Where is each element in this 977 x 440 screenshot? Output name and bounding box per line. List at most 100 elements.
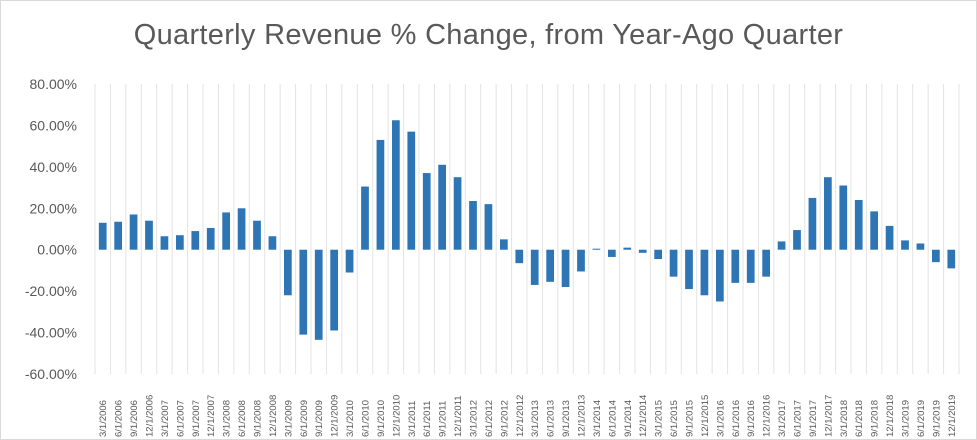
y-tick-label: -40.00% <box>25 325 77 341</box>
bar-9-1-2006 <box>129 214 138 250</box>
bar-3-1-2008 <box>222 212 230 250</box>
x-tick-label: 12/1/2012 <box>515 395 526 437</box>
x-tick-label: 3/1/2015 <box>654 400 665 437</box>
bar-9-1-2009 <box>314 249 323 340</box>
bar-3-1-2015 <box>654 249 662 260</box>
x-tick-label: 12/1/2014 <box>638 395 649 437</box>
x-tick-label: 6/1/2010 <box>361 400 372 437</box>
bar-3-1-2009 <box>284 249 292 296</box>
x-tick-label: 9/1/2012 <box>499 400 510 437</box>
x-tick-label: 6/1/2017 <box>793 400 804 437</box>
bar-12-1-2006 <box>145 220 153 250</box>
bar-12-1-2018 <box>885 225 894 250</box>
x-tick-label: 12/1/2015 <box>700 395 711 437</box>
bar-9-1-2018 <box>870 211 878 250</box>
x-tick-label: 9/1/2010 <box>376 400 387 437</box>
bar-6-1-2009 <box>299 249 308 335</box>
bar-9-1-2016 <box>746 249 755 283</box>
bar-12-1-2010 <box>392 120 400 250</box>
x-tick-label: 12/1/2010 <box>391 395 402 437</box>
bar-12-1-2008 <box>268 236 277 250</box>
x-tick-label: 9/1/2013 <box>561 400 572 437</box>
x-tick-label: 12/1/2017 <box>823 395 834 437</box>
x-tick-label: 9/1/2015 <box>685 400 696 437</box>
bar-6-1-2016 <box>731 249 740 283</box>
x-tick-label: 6/1/2014 <box>607 400 618 437</box>
bar-6-1-2015 <box>669 249 678 277</box>
x-tick-label: 12/1/2018 <box>885 395 896 437</box>
x-tick-label: 9/1/2016 <box>746 400 757 437</box>
bar-9-1-2011 <box>438 164 446 250</box>
x-tick-label: 12/1/2019 <box>947 395 958 437</box>
x-tick-label: 9/1/2006 <box>129 400 140 437</box>
bar-9-1-2013 <box>561 249 570 287</box>
bar-6-1-2019 <box>916 243 925 250</box>
bar-6-1-2010 <box>361 186 369 250</box>
x-tick-label: 6/1/2007 <box>175 400 186 437</box>
bar-12-1-2013 <box>577 249 585 272</box>
x-tick-label: 12/1/2016 <box>762 395 773 437</box>
bar-9-1-2007 <box>191 231 200 250</box>
y-tick-label: -20.00% <box>25 283 77 299</box>
bar-3-1-2012 <box>469 201 477 250</box>
bar-12-1-2015 <box>700 249 709 296</box>
bar-12-1-2014 <box>638 249 647 253</box>
x-tick-label: 3/1/2018 <box>839 400 850 437</box>
x-tick-label: 6/1/2015 <box>669 400 680 437</box>
x-tick-label: 6/1/2013 <box>546 400 557 437</box>
bar-12-1-2012 <box>515 249 524 264</box>
bar-3-1-2016 <box>716 249 724 302</box>
x-tick-label: 9/1/2008 <box>253 400 264 437</box>
bar-6-1-2013 <box>546 249 554 282</box>
x-tick-label: 6/1/2006 <box>114 400 125 437</box>
x-tick-label: 3/1/2019 <box>901 400 912 437</box>
bar-9-1-2010 <box>376 139 385 250</box>
bar-3-1-2010 <box>345 249 354 273</box>
x-tick-label: 6/1/2019 <box>916 400 927 437</box>
bar-3-1-2018 <box>839 185 848 250</box>
x-tick-label: 6/1/2016 <box>731 400 742 437</box>
x-tick-label: 6/1/2009 <box>299 400 310 437</box>
x-axis-ticks: 3/1/2006 6/1/2006 9/1/2006 12/1/2006 3/1/200… <box>98 395 958 437</box>
bar-3-1-2019 <box>901 240 909 250</box>
bar-3-1-2017 <box>777 241 786 250</box>
bar-12-1-2009 <box>330 249 338 331</box>
y-tick-label: -60.00% <box>25 366 77 382</box>
bar-9-1-2019 <box>932 249 940 263</box>
bar-12-1-2011 <box>453 177 462 250</box>
bar-3-1-2011 <box>407 131 416 250</box>
x-tick-label: 3/1/2007 <box>160 400 171 437</box>
bar-6-1-2008 <box>237 208 246 250</box>
x-tick-label: 3/1/2017 <box>777 400 788 437</box>
x-tick-label: 3/1/2016 <box>715 400 726 437</box>
y-tick-label: 0.00% <box>37 242 77 258</box>
bars <box>98 120 956 340</box>
bar-3-1-2006 <box>98 222 107 250</box>
bar-12-1-2016 <box>762 249 770 277</box>
grid-lines <box>94 84 960 374</box>
y-axis-ticks: 80.00% 60.00% 40.00% 20.00% 0.00% -20.00% -40.… <box>25 76 77 382</box>
x-tick-label: 3/1/2012 <box>469 400 480 437</box>
x-tick-label: 9/1/2017 <box>808 400 819 437</box>
x-tick-label: 12/1/2008 <box>268 395 279 437</box>
x-tick-label: 12/1/2007 <box>206 395 217 437</box>
y-tick-label: 80.00% <box>30 76 77 92</box>
x-tick-label: 3/1/2009 <box>283 400 294 437</box>
bar-12-1-2017 <box>824 177 832 250</box>
bar-6-1-2018 <box>854 200 863 250</box>
bar-12-1-2007 <box>206 227 215 250</box>
x-tick-label: 3/1/2014 <box>592 400 603 437</box>
x-tick-label: 9/1/2019 <box>931 400 942 437</box>
bar-6-1-2014 <box>608 249 616 257</box>
x-tick-label: 12/1/2009 <box>330 395 341 437</box>
bar-9-1-2008 <box>253 220 261 250</box>
bar-6-1-2006 <box>114 221 122 250</box>
y-tick-label: 60.00% <box>30 117 77 133</box>
x-tick-label: 3/1/2008 <box>222 400 233 437</box>
x-tick-label: 3/1/2013 <box>530 400 541 437</box>
y-tick-label: 40.00% <box>30 159 77 175</box>
bar-3-1-2014 <box>592 248 601 250</box>
x-tick-label: 9/1/2007 <box>191 400 202 437</box>
bar-3-1-2013 <box>530 249 539 285</box>
